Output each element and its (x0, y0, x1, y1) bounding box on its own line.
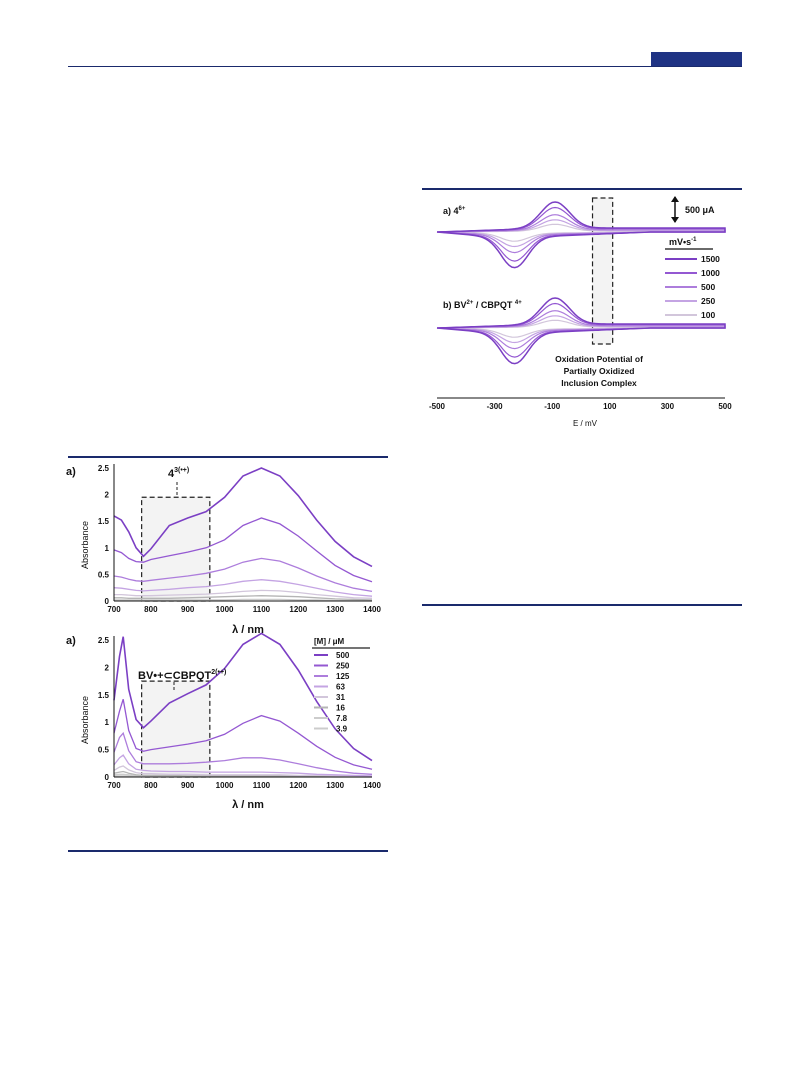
cv-annotation: Oxidation Potential of Partially Oxidize… (555, 354, 643, 388)
uv-b-x-tick-label: 700 (107, 781, 121, 790)
uv-a-y-tick-label: 1 (105, 544, 110, 553)
cv-legend-entry: 1000 (701, 268, 720, 278)
cv-annotation-line-3: Inclusion Complex (561, 378, 637, 388)
uv-b-series-line (113, 754, 373, 777)
uvvis-b-legend-title: [M] / μM (314, 637, 345, 646)
cv-x-tick-label: -100 (544, 402, 561, 411)
cv-scale-bar: 500 μA (671, 196, 715, 223)
uvvis-b-legend-entry: 31 (336, 693, 345, 702)
cv-x-axis-label: E / mV (573, 419, 598, 428)
uvvis-a-x-axis-label: λ / nm (232, 624, 264, 636)
uv-a-series-line (114, 595, 373, 601)
uvvis-b-legend-entry: 250 (336, 662, 350, 671)
uv-a-x-tick-label: 800 (144, 605, 158, 614)
uv-b-y-tick-label: 0 (105, 773, 110, 782)
uv-a-y-tick-label: 0 (105, 597, 110, 606)
uv-a-x-tick-label: 1200 (289, 605, 307, 614)
uv-a-x-tick-label: 1100 (253, 605, 271, 614)
cv-x-tick-label: -300 (487, 402, 504, 411)
uvvis-b-inset-label: BV•+⊂CBPQT2(•+) (138, 669, 226, 682)
uv-a-y-tick-label: 2.5 (98, 464, 110, 473)
cv-legend-title: mV•s-1 (669, 237, 697, 247)
uv-a-y-tick-label: 2 (105, 491, 110, 500)
cv-x-tick-label: 100 (603, 402, 617, 411)
uvvis-b-legend-entry: 125 (336, 672, 350, 681)
uv-b-x-tick-label: 800 (144, 781, 158, 790)
uvvis-figure-bottom-rule (68, 850, 388, 852)
uvvis-a-inset-label: 43(•+) (168, 467, 189, 480)
cv-annotation-line-1: Oxidation Potential of (555, 354, 643, 364)
cv-voltammogram-curve (436, 201, 726, 269)
uv-a-x-tick-label: 1400 (363, 605, 381, 614)
uv-b-y-tick-label: 2 (105, 663, 110, 672)
uv-a-series-line (113, 579, 373, 597)
uv-b-x-tick-label: 1400 (363, 781, 381, 790)
uv-a-series-line (113, 467, 373, 568)
cv-figure-top-rule (422, 188, 742, 190)
cv-figure-bottom-rule (422, 604, 742, 606)
uv-b-series-line (113, 731, 373, 775)
cv-legend-entry: 250 (701, 296, 715, 306)
cv-x-tick-label: -500 (429, 402, 446, 411)
uv-a-series-line (114, 589, 373, 599)
uv-b-series-line (113, 632, 373, 762)
uv-b-x-tick-label: 1200 (289, 781, 307, 790)
uv-b-series-line (113, 699, 373, 770)
uvvis-b-panel-label: a) (66, 635, 76, 647)
cv-x-tick-label: 300 (661, 402, 675, 411)
uvvis-a-panel-label: a) (66, 466, 76, 478)
uv-b-x-tick-label: 1300 (326, 781, 344, 790)
uvvis-b-legend-entry: 7.8 (336, 714, 348, 723)
uv-a-series-line (113, 517, 373, 583)
uvvis-b-legend-entry: 63 (336, 683, 345, 692)
cv-panel-a-label: a) 46+ (443, 206, 466, 216)
cv-legend-entry: 1500 (701, 254, 720, 264)
cv-legend: mV•s-1 1500 1000 500 250 100 (665, 237, 720, 320)
uvvis-b-y-axis-label: Absorbance (80, 696, 90, 744)
uv-b-y-tick-label: 0.5 (98, 746, 110, 755)
uv-a-y-tick-label: 1.5 (98, 517, 110, 526)
uvvis-b-legend-entry: 3.9 (336, 725, 348, 734)
uvvis-b-legend-entry: 500 (336, 651, 350, 660)
cv-annotation-line-2: Partially Oxidized (564, 366, 635, 376)
uv-b-y-tick-label: 1.5 (98, 691, 110, 700)
uv-b-highlight-box (141, 680, 211, 778)
uv-a-x-tick-label: 1000 (216, 605, 234, 614)
uvvis-figure-top-rule (68, 456, 388, 458)
uv-a-x-tick-label: 700 (107, 605, 121, 614)
uvvis-chart-a: 700 800 900 1000 1100 1200 1300 1400 0 0.5 1 1.5 2 2.… (66, 464, 381, 636)
cv-chart: -500 -300 -100 100 300 500 a) 46+ b) BV2+ / C… (429, 196, 732, 428)
cv-legend-entry: 100 (701, 310, 715, 320)
header-rule (68, 66, 742, 67)
uv-a-x-tick-label: 1300 (326, 605, 344, 614)
cv-panel-b-label: b) BV2+ / CBPQT 4+ (443, 300, 522, 310)
cv-x-tick-label: 500 (718, 402, 732, 411)
uv-a-x-tick-label: 900 (181, 605, 195, 614)
cv-scale-bar-label: 500 μA (685, 205, 715, 215)
cv-highlight-box (591, 197, 614, 345)
uv-a-y-tick-label: 0.5 (98, 570, 110, 579)
uvvis-b-legend-entry: 16 (336, 704, 345, 713)
cv-legend-entry: 500 (701, 282, 715, 292)
uv-a-series-line (114, 598, 372, 602)
uv-b-y-tick-label: 1 (105, 718, 110, 727)
uvvis-a-y-axis-label: Absorbance (80, 521, 90, 569)
uv-b-series-line (113, 765, 373, 778)
header-tab (651, 52, 742, 66)
uvvis-chart-b: 700 800 900 1000 1100 1200 1300 1400 0 0.5 1 1.5 2 2.… (66, 632, 381, 811)
cv-voltammogram-curve (436, 297, 726, 365)
uv-b-x-tick-label: 1100 (253, 781, 271, 790)
uv-b-x-tick-label: 1000 (216, 781, 234, 790)
uv-a-series-line (113, 557, 373, 593)
uvvis-b-x-axis-label: λ / nm (232, 799, 264, 811)
uv-b-y-tick-label: 2.5 (98, 636, 110, 645)
uv-b-x-tick-label: 900 (181, 781, 195, 790)
